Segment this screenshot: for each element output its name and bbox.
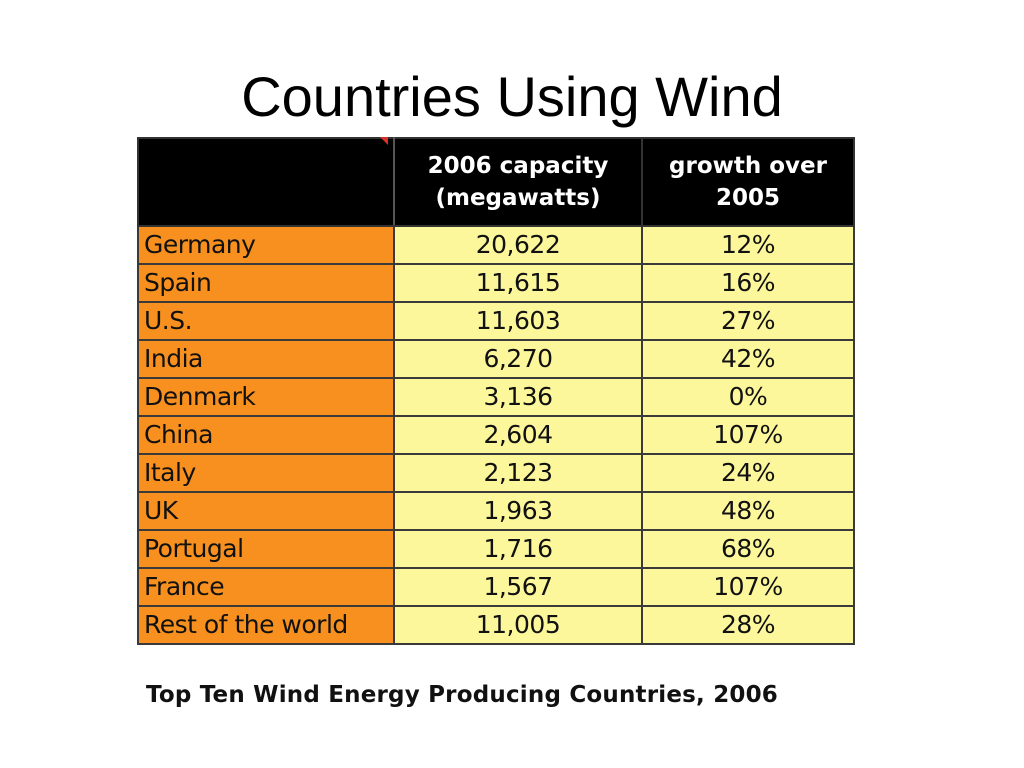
country-cell: Spain — [137, 263, 395, 303]
header-growth-line1: growth over — [669, 153, 827, 179]
capacity-cell: 11,005 — [393, 605, 643, 645]
wind-capacity-table: 2006 capacity (megawatts) growth over 20… — [137, 137, 855, 645]
table-header-row: 2006 capacity (megawatts) growth over 20… — [137, 137, 855, 227]
capacity-cell: 1,716 — [393, 529, 643, 569]
country-cell: Rest of the world — [137, 605, 395, 645]
table-row: Rest of the world 11,005 28% — [137, 605, 855, 645]
capacity-cell: 2,123 — [393, 453, 643, 493]
table-row: India 6,270 42% — [137, 339, 855, 379]
header-capacity-line1: 2006 capacity — [427, 153, 609, 179]
table-row: Spain 11,615 16% — [137, 263, 855, 303]
country-cell: China — [137, 415, 395, 455]
capacity-cell: 2,604 — [393, 415, 643, 455]
table-row: UK 1,963 48% — [137, 491, 855, 531]
table-image: 2006 capacity (megawatts) growth over 20… — [137, 137, 855, 725]
growth-cell: 24% — [641, 453, 855, 493]
capacity-cell: 20,622 — [393, 225, 643, 265]
country-cell: Italy — [137, 453, 395, 493]
capacity-cell: 6,270 — [393, 339, 643, 379]
growth-cell: 107% — [641, 415, 855, 455]
capacity-cell: 1,963 — [393, 491, 643, 531]
country-cell: India — [137, 339, 395, 379]
growth-cell: 28% — [641, 605, 855, 645]
capacity-cell: 3,136 — [393, 377, 643, 417]
corner-mark — [380, 137, 388, 145]
country-cell: Portugal — [137, 529, 395, 569]
table-row: Portugal 1,716 68% — [137, 529, 855, 569]
growth-cell: 68% — [641, 529, 855, 569]
country-cell: France — [137, 567, 395, 607]
header-growth-line2: 2005 — [715, 185, 780, 211]
growth-cell: 27% — [641, 301, 855, 341]
table-row: Denmark 3,136 0% — [137, 377, 855, 417]
country-cell: U.S. — [137, 301, 395, 341]
header-capacity: 2006 capacity (megawatts) — [393, 137, 643, 227]
growth-cell: 0% — [641, 377, 855, 417]
capacity-cell: 1,567 — [393, 567, 643, 607]
table-row: U.S. 11,603 27% — [137, 301, 855, 341]
slide-title: Countries Using Wind — [241, 65, 783, 128]
table-row: China 2,604 107% — [137, 415, 855, 455]
table-row: Italy 2,123 24% — [137, 453, 855, 493]
country-cell: Denmark — [137, 377, 395, 417]
capacity-cell: 11,615 — [393, 263, 643, 303]
table-row: Germany 20,622 12% — [137, 225, 855, 265]
country-cell: UK — [137, 491, 395, 531]
growth-cell: 16% — [641, 263, 855, 303]
header-capacity-line2: (megawatts) — [435, 185, 601, 211]
capacity-cell: 11,603 — [393, 301, 643, 341]
table-caption: Top Ten Wind Energy Producing Countries,… — [146, 682, 779, 708]
growth-cell: 107% — [641, 567, 855, 607]
growth-cell: 48% — [641, 491, 855, 531]
growth-cell: 42% — [641, 339, 855, 379]
country-cell: Germany — [137, 225, 395, 265]
table-row: France 1,567 107% — [137, 567, 855, 607]
header-country — [137, 137, 395, 227]
header-growth: growth over 2005 — [641, 137, 855, 227]
growth-cell: 12% — [641, 225, 855, 265]
